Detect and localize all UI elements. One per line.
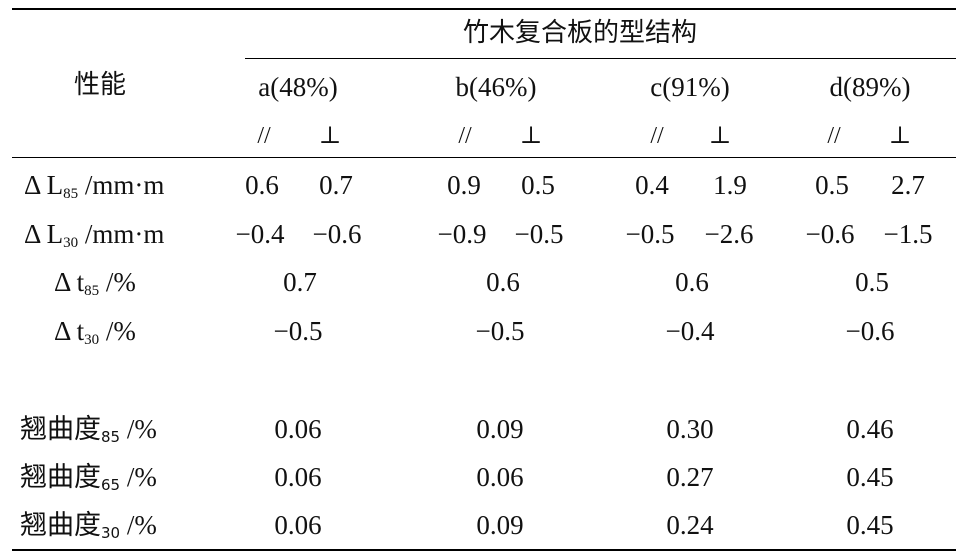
row-label-prefix: Δ L (24, 219, 64, 249)
table-cell: −0.6 (312, 219, 362, 249)
parallel-symbol-a: // (257, 123, 271, 149)
table-cell: 2.7 (891, 170, 925, 200)
header-bottom-rule (12, 157, 956, 158)
row-label-prefix: Δ L (24, 170, 64, 200)
row-label-subscript: 65 (101, 476, 121, 494)
row-label: Δ t30 /% (54, 318, 136, 348)
column-label-d: d(89%) (829, 72, 911, 102)
table-cell: −2.6 (704, 219, 754, 249)
row-label-unit: /% (120, 414, 157, 444)
row-header-label: 性能 (73, 70, 127, 100)
table-cell: 0.09 (476, 414, 524, 444)
group-header: 竹木复合板的型结构 (462, 18, 698, 48)
row-label-unit: /mm·m (78, 170, 165, 200)
perpendicular-symbol-c: ⊥ (708, 123, 732, 149)
column-label-b: b(46%) (455, 72, 537, 102)
row-label-subscript: 85 (101, 428, 121, 446)
table-cell: 0.7 (283, 267, 317, 297)
table-cell: 0.30 (666, 414, 714, 444)
row-label-subscript: 30 (101, 524, 121, 542)
table-cell: −0.5 (514, 219, 564, 249)
table-cell: 0.09 (476, 510, 524, 540)
table-cell: 0.06 (274, 510, 322, 540)
row-label-unit: /% (99, 267, 136, 297)
table-cell: −0.6 (845, 316, 895, 346)
row-label: 翘曲度65 /% (20, 464, 157, 493)
table-cell: 0.4 (635, 170, 669, 200)
row-label-unit: /% (99, 316, 136, 346)
table-cell: −0.5 (625, 219, 675, 249)
row-label-subscript: 85 (84, 283, 100, 299)
row-label-unit: /% (120, 462, 157, 492)
table-cell: 0.5 (521, 170, 555, 200)
table-cell: −1.5 (883, 219, 933, 249)
top-rule (12, 8, 956, 10)
table-cell: 0.06 (476, 462, 524, 492)
row-label-prefix: Δ t (54, 316, 85, 346)
row-label-prefix: 翘曲度 (20, 414, 101, 445)
row-label: Δ t85 /% (54, 269, 136, 299)
table-cell: −0.4 (235, 219, 285, 249)
table-cell: −0.6 (805, 219, 855, 249)
table-cell: 0.46 (846, 414, 894, 444)
row-label-prefix: 翘曲度 (20, 462, 101, 493)
parallel-symbol-d: // (827, 123, 841, 149)
row-label-subscript: 30 (63, 235, 79, 251)
column-label-a: a(48%) (258, 72, 338, 102)
table-cell: −0.5 (475, 316, 525, 346)
parallel-symbol-b: // (458, 123, 472, 149)
table-cell: 1.9 (713, 170, 747, 200)
group-header-rule (245, 58, 956, 59)
table-cell: 0.5 (815, 170, 849, 200)
row-label-unit: /mm·m (78, 219, 165, 249)
table-cell: −0.4 (665, 316, 715, 346)
row-label: Δ L30 /mm·m (24, 221, 164, 251)
row-label-prefix: Δ t (54, 267, 85, 297)
bottom-rule (12, 549, 956, 551)
row-label-prefix: 翘曲度 (20, 510, 101, 541)
table-cell: 0.06 (274, 414, 322, 444)
table-cell: 0.5 (855, 267, 889, 297)
row-label-unit: /% (120, 510, 157, 540)
parallel-symbol-c: // (650, 123, 664, 149)
row-label-subscript: 30 (84, 332, 100, 348)
column-label-c: c(91%) (650, 72, 730, 102)
perpendicular-symbol-d: ⊥ (888, 123, 912, 149)
perpendicular-symbol-a: ⊥ (318, 123, 342, 149)
table-cell: 0.27 (666, 462, 714, 492)
table-cell: 0.6 (486, 267, 520, 297)
table-cell: 0.6 (245, 170, 279, 200)
row-label: Δ L85 /mm·m (24, 172, 164, 202)
perpendicular-symbol-b: ⊥ (519, 123, 543, 149)
table-cell: 0.9 (447, 170, 481, 200)
table-cell: −0.9 (437, 219, 487, 249)
row-label: 翘曲度30 /% (20, 512, 157, 541)
row-label-subscript: 85 (63, 186, 79, 202)
table-cell: 0.45 (846, 462, 894, 492)
table-cell: 0.7 (319, 170, 353, 200)
table-cell: 0.24 (666, 510, 714, 540)
table-cell: 0.6 (675, 267, 709, 297)
table-cell: 0.06 (274, 462, 322, 492)
row-label: 翘曲度85 /% (20, 416, 157, 445)
table-cell: 0.45 (846, 510, 894, 540)
table-cell: −0.5 (273, 316, 323, 346)
